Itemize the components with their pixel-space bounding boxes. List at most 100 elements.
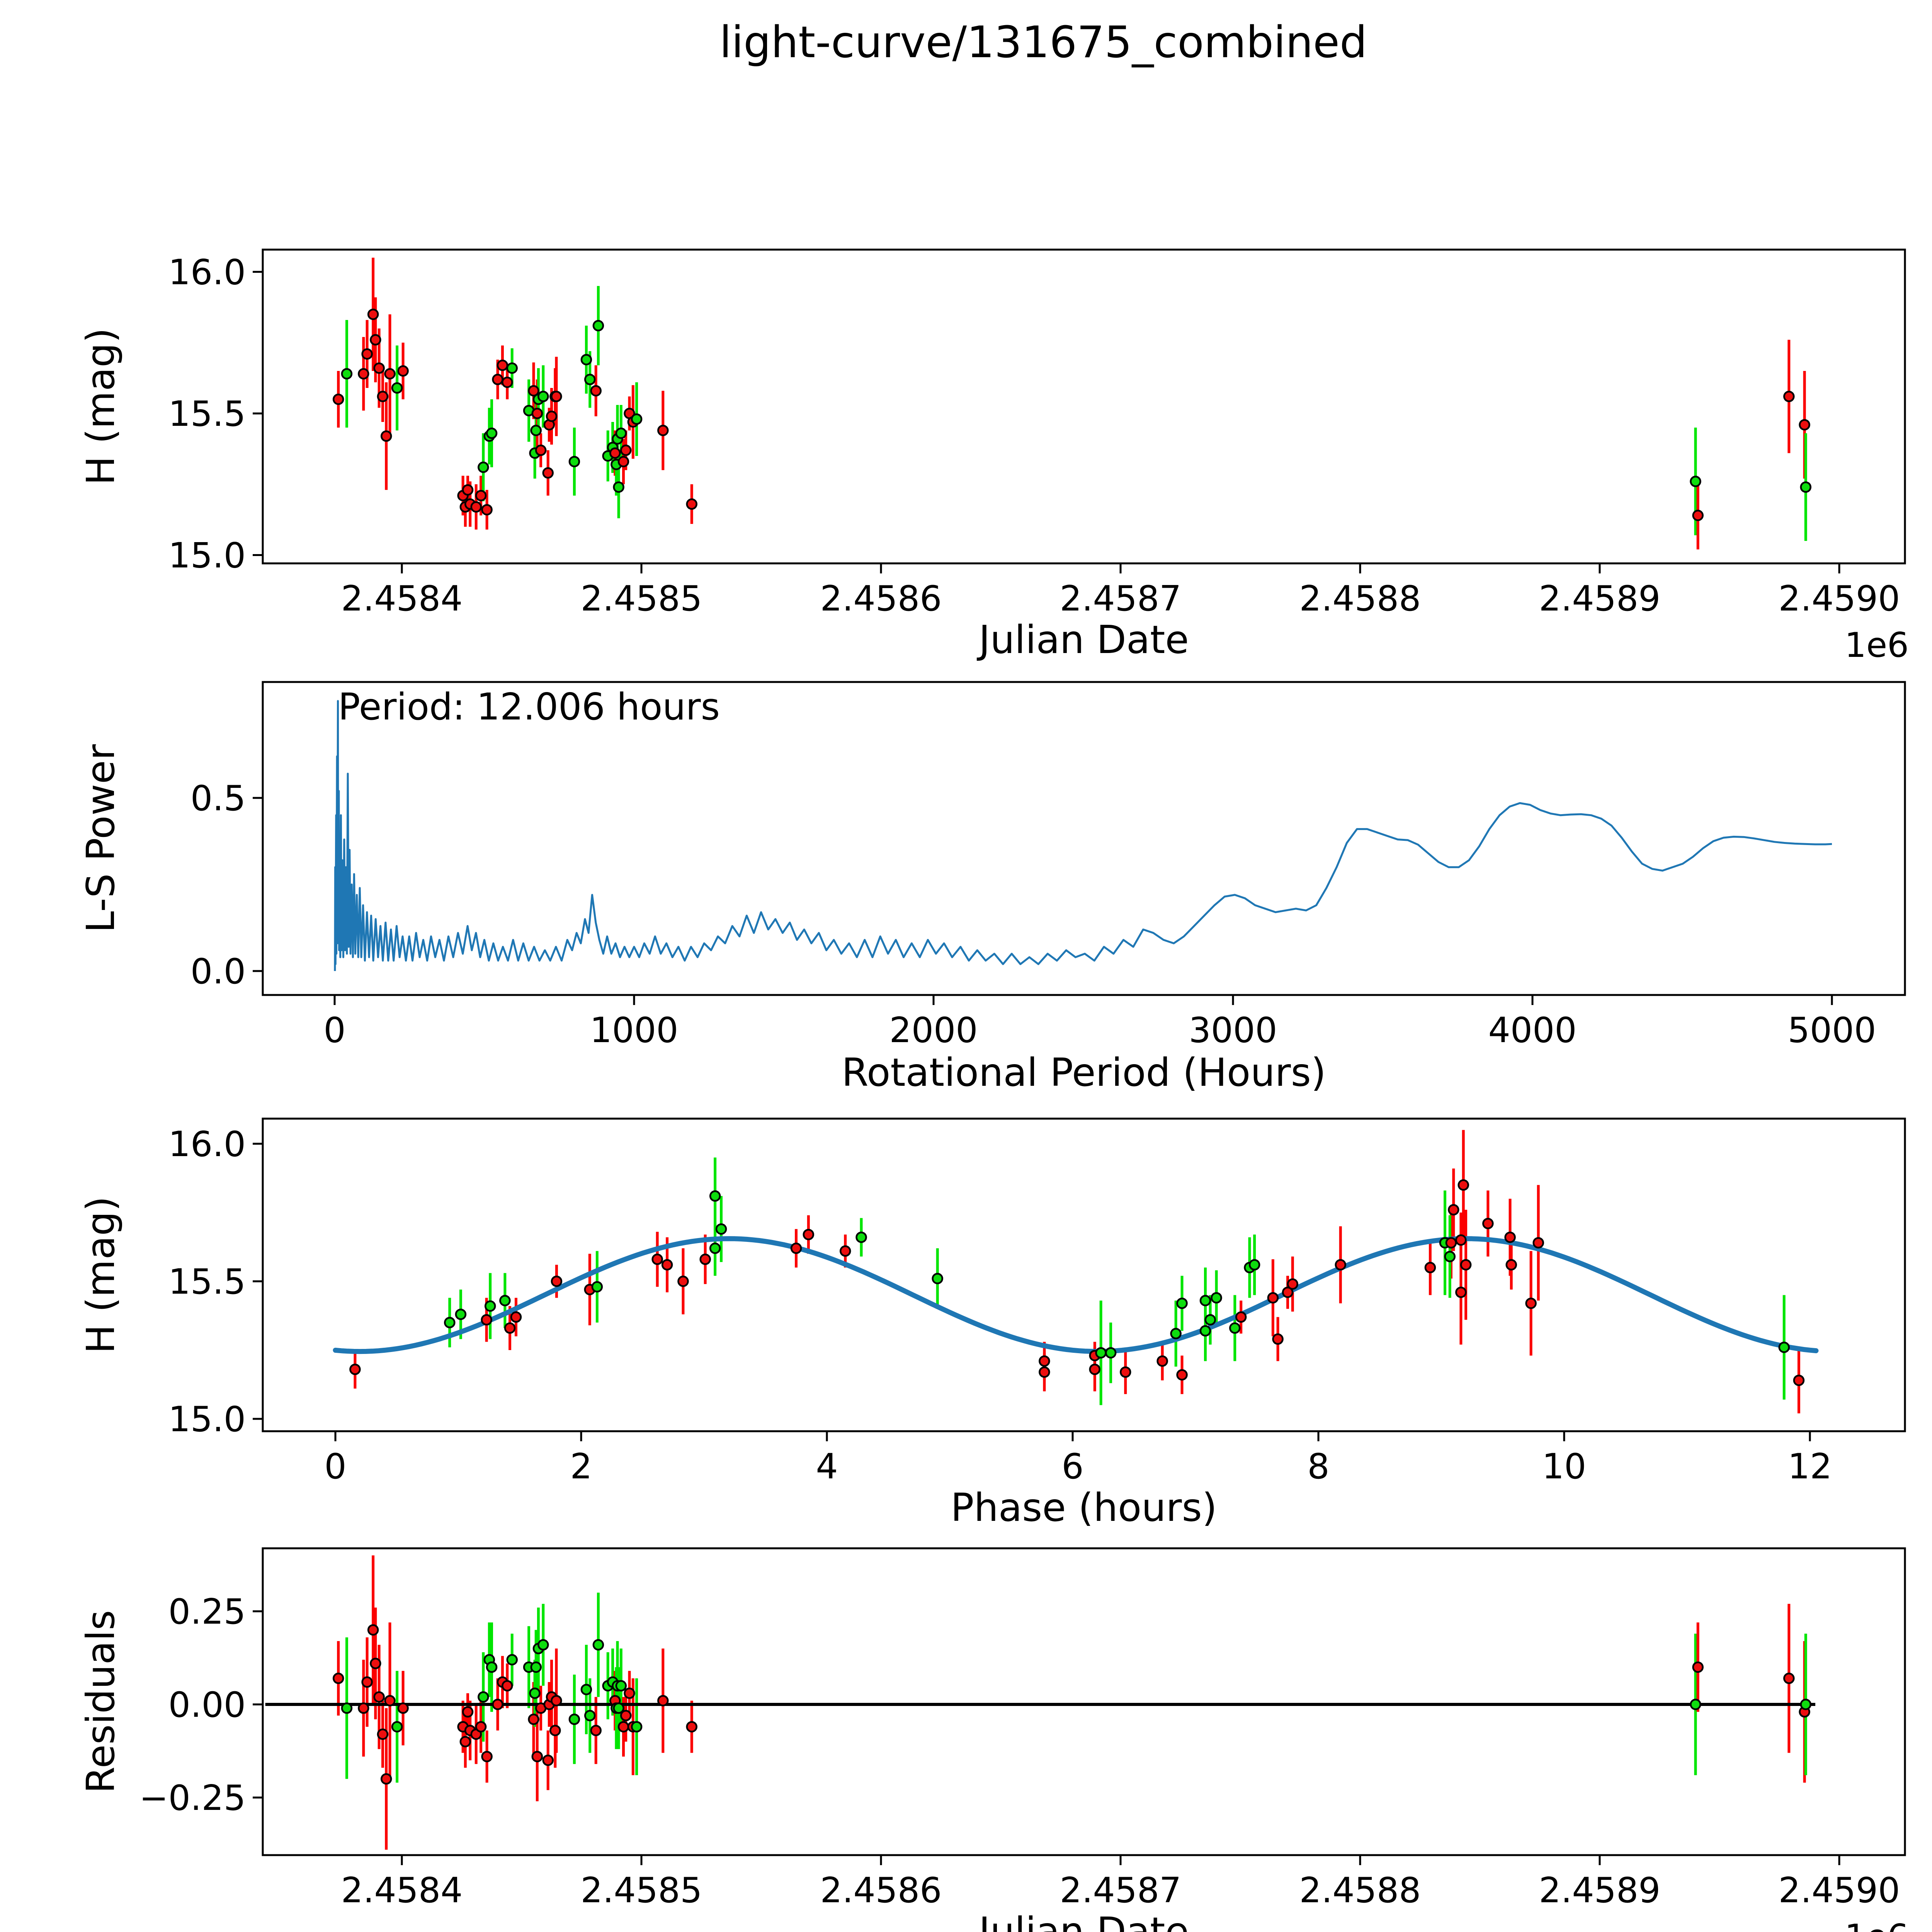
x-tick-label: 2.4584 — [341, 578, 463, 619]
red-data-point — [1692, 510, 1704, 521]
red-data-point — [1282, 1286, 1294, 1298]
green-data-point — [1095, 1347, 1107, 1359]
red-data-point — [699, 1253, 711, 1265]
y-tick-label: 0.00 — [168, 1685, 246, 1725]
x-tick-label: 0 — [324, 1446, 346, 1487]
red-data-point — [620, 444, 632, 456]
green-data-point — [580, 354, 592, 366]
phase-y-axis-label: H (mag) — [78, 1196, 123, 1354]
red-data-point — [677, 1276, 689, 1287]
red-residual-point — [686, 1721, 697, 1733]
red-data-point — [397, 365, 409, 377]
red-data-point — [1445, 1237, 1457, 1249]
y-tick-label: 15.5 — [168, 394, 246, 434]
green-data-point — [709, 1190, 721, 1202]
red-data-point — [651, 1253, 663, 1265]
residuals-plot-area: 2.4584 2.4585 2.4586 2.4587 2.4588 2.4589 2.45… — [139, 1547, 1906, 1911]
red-data-point — [1156, 1355, 1168, 1367]
phase-plot-area: 0 2 4 6 8 10 12 16.0 15.5 15.0 — [168, 1117, 1906, 1487]
axes-frame — [262, 248, 1906, 565]
red-data-point — [1039, 1366, 1050, 1378]
x-tick-label: 2.4590 — [1779, 578, 1900, 619]
red-data-point — [462, 484, 474, 496]
phase-x-axis-label: Phase (hours) — [951, 1485, 1217, 1530]
red-data-point — [661, 1259, 673, 1271]
x-tick-label: 2.4589 — [1539, 1870, 1661, 1911]
green-data-point — [592, 320, 604, 332]
y-tick-label: 16.0 — [168, 1124, 246, 1165]
red-residual-point — [657, 1695, 669, 1707]
red-data-point — [361, 348, 373, 360]
green-data-point — [709, 1242, 721, 1254]
x-tick-label: 2.4586 — [820, 578, 942, 619]
red-data-point — [1119, 1366, 1131, 1378]
red-data-point — [686, 498, 697, 510]
green-data-point — [1199, 1325, 1211, 1337]
x-tick-label: 6 — [1061, 1446, 1083, 1487]
red-data-point — [377, 391, 389, 402]
lightcurve-y-axis-label: H (mag) — [78, 328, 123, 485]
residuals-x-offset-label: 1e6 — [1845, 1917, 1909, 1932]
green-data-point — [484, 1300, 496, 1312]
green-data-point — [1105, 1347, 1117, 1359]
x-tick-label: 3000 — [1189, 1010, 1277, 1051]
green-data-point — [584, 374, 596, 385]
red-residual-point — [502, 1680, 513, 1692]
red-data-point — [1039, 1355, 1050, 1367]
red-residual-point — [492, 1699, 503, 1710]
x-tick-label: 2.4585 — [581, 578, 702, 619]
red-residual-point — [549, 1725, 561, 1736]
green-residual-point — [478, 1691, 489, 1703]
lightcurve-plot-area: 2.4584 2.4585 2.4586 2.4587 2.4588 2.4589 2.45… — [168, 248, 1906, 619]
red-data-point — [1532, 1237, 1544, 1249]
green-data-point — [1800, 481, 1811, 493]
red-data-point — [1799, 419, 1810, 431]
red-residual-point — [551, 1695, 562, 1707]
red-residual-point — [1692, 1661, 1704, 1673]
red-residual-point — [624, 1687, 635, 1699]
green-residual-point — [537, 1639, 549, 1651]
red-data-point — [481, 504, 493, 515]
red-data-point — [535, 444, 547, 456]
red-data-point — [1458, 1179, 1469, 1191]
red-residual-point — [377, 1728, 389, 1740]
panel-lightcurve: 2.4584 2.4585 2.4586 2.4587 2.4588 2.4589 2.45… — [78, 248, 1909, 665]
panel-residuals: 2.4584 2.4585 2.4586 2.4587 2.4588 2.4589 2.45… — [78, 1547, 1909, 1932]
green-data-point — [855, 1231, 867, 1243]
green-residual-point — [1690, 1699, 1701, 1710]
green-data-point — [506, 362, 518, 374]
red-residual-point — [528, 1713, 539, 1725]
y-tick-label: 15.5 — [168, 1262, 246, 1302]
panel-phase-folded: 0 2 4 6 8 10 12 16.0 15.5 15.0 H (mag) Phase (hou… — [78, 1117, 1906, 1530]
periodogram-plot-area: 0 1000 2000 3000 4000 5000 0.5 0.0 — [190, 681, 1906, 1051]
red-residual-point — [384, 1695, 396, 1707]
red-data-point — [1424, 1262, 1436, 1274]
green-data-point — [715, 1223, 727, 1235]
green-data-point — [1444, 1251, 1456, 1262]
red-residual-point — [332, 1672, 344, 1684]
green-data-point — [1199, 1295, 1211, 1306]
x-tick-label: 2.4585 — [581, 1870, 702, 1911]
red-data-point — [617, 456, 629, 468]
red-data-point — [546, 410, 558, 422]
periodogram-x-axis-label: Rotational Period (Hours) — [842, 1050, 1326, 1095]
red-data-point — [504, 1322, 516, 1334]
x-tick-label: 8 — [1307, 1446, 1329, 1487]
period-annotation: Period: 12.006 hours — [338, 686, 720, 728]
green-data-point — [631, 413, 643, 425]
red-data-point — [510, 1311, 522, 1323]
x-tick-label: 10 — [1542, 1446, 1587, 1487]
red-residual-point — [459, 1736, 471, 1748]
red-data-point — [358, 368, 369, 380]
red-data-point — [1448, 1204, 1459, 1216]
green-data-point — [1176, 1298, 1188, 1309]
green-residual-point — [391, 1721, 403, 1733]
x-tick-label: 2.4590 — [1779, 1870, 1900, 1911]
axes-frame — [262, 681, 1906, 996]
red-residual-point — [367, 1624, 379, 1636]
green-data-point — [530, 425, 542, 436]
red-data-point — [657, 425, 669, 436]
green-residual-point — [615, 1680, 627, 1692]
